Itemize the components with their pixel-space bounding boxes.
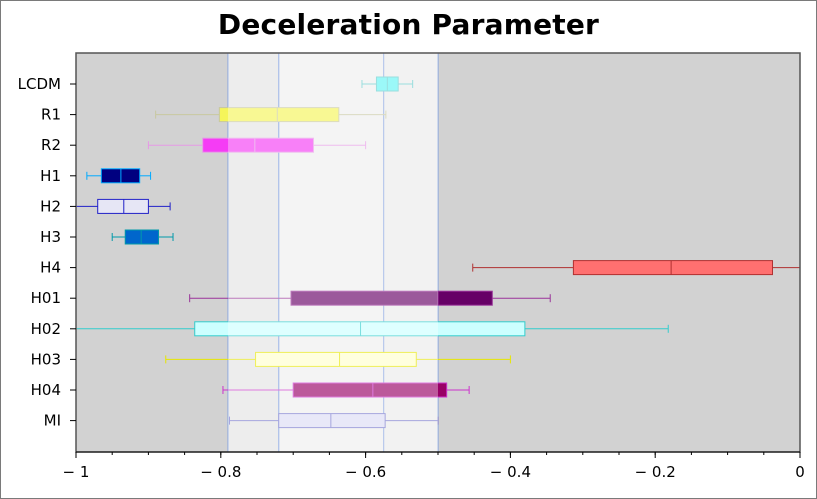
- category-label: R2: [41, 136, 61, 154]
- box-body: [572, 260, 773, 276]
- x-tick-label: 0: [795, 463, 805, 481]
- category-label: H2: [40, 197, 61, 215]
- x-tick-label: − 0.4: [490, 463, 531, 481]
- x-tick-label: − 1: [63, 463, 90, 481]
- category-label: R1: [41, 106, 61, 124]
- box-body: [194, 321, 526, 337]
- box-r2: [147, 137, 367, 153]
- x-axis: − 1 − 0.8 − 0.6 − 0.4 − 0.2 0: [63, 451, 805, 481]
- x-tick-label: − 0.6: [345, 463, 386, 481]
- category-label: H03: [31, 350, 61, 368]
- box-body: [278, 413, 386, 429]
- box-h01: [189, 290, 551, 306]
- overlay-band-wash: [228, 53, 438, 452]
- box-body: [124, 229, 160, 245]
- box-series: [75, 76, 801, 429]
- category-label: H1: [40, 167, 61, 185]
- box-h04: [222, 382, 470, 398]
- box-body: [255, 351, 417, 367]
- category-label: H01: [31, 289, 61, 307]
- box-body: [97, 198, 149, 214]
- category-label: H3: [40, 228, 61, 246]
- chart-title: Deceleration Parameter: [217, 8, 600, 41]
- box-body: [202, 137, 314, 153]
- box-body: [292, 382, 448, 398]
- box-h3: [111, 229, 174, 245]
- category-label: MI: [44, 412, 61, 430]
- x-tick-label: − 0.2: [635, 463, 676, 481]
- box-r1: [155, 107, 387, 123]
- box-h4: [472, 260, 801, 276]
- overlay-top: [228, 53, 438, 452]
- box-body: [290, 290, 493, 306]
- box-mi: [228, 413, 439, 429]
- box-lcdm: [361, 76, 414, 92]
- box-h02: [75, 321, 669, 337]
- box-body: [218, 107, 340, 123]
- box-h1: [86, 168, 152, 184]
- category-labels: LCDM R1 R2 H1 H2 H3 H4 H01 H02 H03 H04 MI: [18, 75, 76, 430]
- box-h03: [165, 351, 511, 367]
- category-label: LCDM: [18, 75, 61, 93]
- x-tick-label: − 0.8: [200, 463, 241, 481]
- category-label: H04: [31, 381, 61, 399]
- category-label: H4: [40, 259, 61, 277]
- category-label: H02: [31, 320, 61, 338]
